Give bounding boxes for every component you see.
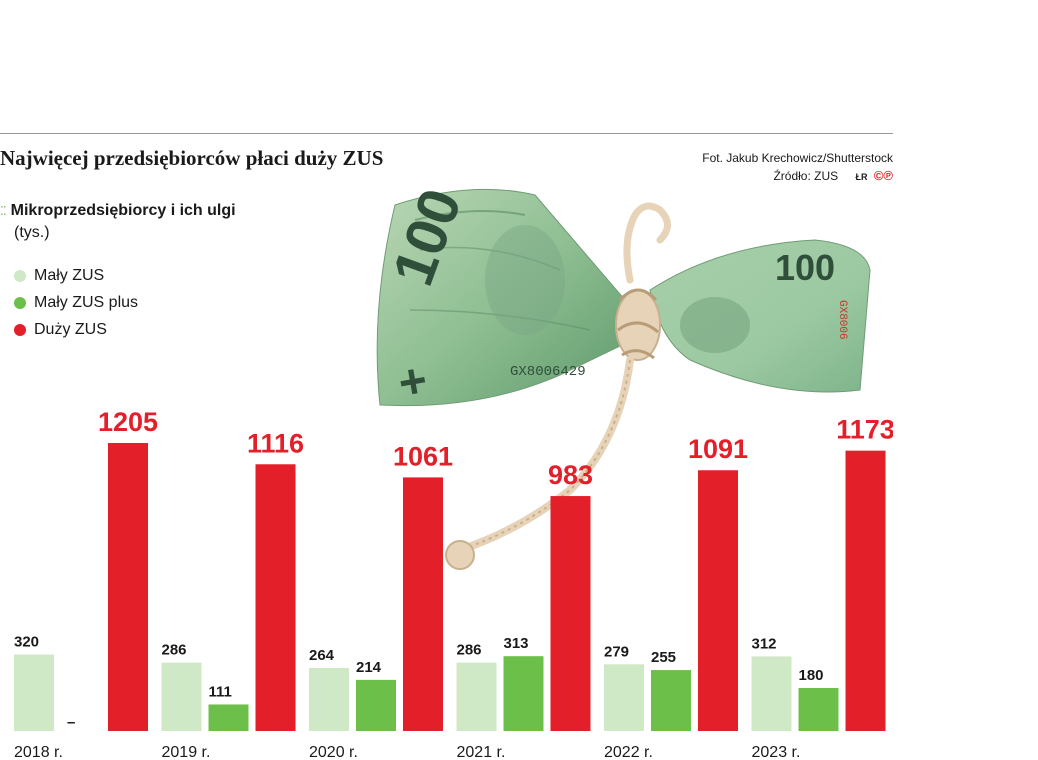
top-rule: [0, 133, 893, 134]
svg-text:GX8006429: GX8006429: [510, 364, 586, 380]
bar-maly-zus-plus-5: [798, 687, 839, 731]
subheading-marker-icon: ⁚⁚: [0, 204, 7, 218]
x-tick-label-2: 2020 r.: [309, 744, 358, 760]
value-label-maly-zus-plus-3: 313: [504, 635, 529, 652]
value-label-maly-zus-5: 312: [752, 635, 777, 652]
chart-title: Najwięcej przedsiębiorców płaci duży ZUS: [0, 146, 384, 170]
bar-duzy-zus-2: [403, 477, 443, 731]
value-label-duzy-zus-4: 1091: [688, 434, 748, 464]
publisher-logo: ŁR: [855, 172, 868, 182]
bar-maly-zus-plus-1: [208, 704, 249, 731]
copyright-icon: ©℗: [873, 168, 893, 183]
legend-item-maly-zus-plus: Mały ZUS plus: [14, 289, 138, 316]
x-tick-label-1: 2019 r.: [162, 744, 211, 760]
value-label-duzy-zus-0: 1205: [98, 407, 158, 437]
legend-dot-maly-zus-plus: [14, 296, 26, 309]
value-label-maly-zus-plus-5: 180: [799, 667, 824, 684]
x-tick-label-3: 2021 r.: [457, 744, 506, 760]
legend-dot-duzy-zus: [14, 323, 26, 336]
value-label-maly-zus-0: 320: [14, 634, 39, 651]
bar-maly-zus-5: [751, 656, 792, 731]
value-label-maly-zus-plus-4: 255: [651, 649, 676, 666]
legend-item-maly-zus: Mały ZUS: [14, 262, 138, 289]
legend: Mały ZUS Mały ZUS plus Duży ZUS: [14, 262, 138, 343]
missing-value-maly-zus-plus-0: –: [67, 714, 75, 731]
bar-duzy-zus-0: [108, 443, 148, 731]
banknote-illustration: 100 + GX8006429 100 GX8006: [376, 180, 871, 570]
legend-label-duzy-zus: Duży ZUS: [34, 320, 107, 338]
svg-text:GX8006: GX8006: [836, 300, 848, 340]
source-text: Źródło: ZUS: [773, 169, 839, 183]
bar-maly-zus-0: [14, 654, 54, 731]
bar-maly-zus-plus-2: [356, 679, 396, 731]
value-label-maly-zus-4: 279: [604, 643, 629, 660]
x-tick-label-4: 2022 r.: [604, 744, 653, 760]
credits: Fot. Jakub Krechowicz/Shutterstock Źródł…: [702, 150, 893, 186]
value-label-maly-zus-2: 264: [309, 647, 335, 664]
bar-maly-zus-plus-4: [651, 670, 691, 731]
bar-maly-zus-3: [456, 662, 497, 731]
svg-text:100: 100: [775, 247, 835, 288]
subheading: ⁚⁚ Mikroprzedsiębiorcy i ich ulgi (tys.): [0, 200, 236, 244]
value-label-duzy-zus-1: 1116: [247, 428, 304, 458]
subheading-unit: (tys.): [14, 224, 50, 241]
subheading-main: Mikroprzedsiębiorcy i ich ulgi: [10, 202, 236, 219]
value-label-duzy-zus-2: 1061: [393, 441, 453, 471]
legend-dot-maly-zus: [14, 269, 26, 282]
bar-maly-zus-2: [309, 667, 349, 731]
bar-duzy-zus-3: [550, 496, 591, 731]
bar-duzy-zus-1: [255, 464, 296, 731]
legend-item-duzy-zus: Duży ZUS: [14, 316, 138, 343]
value-label-maly-zus-3: 286: [457, 642, 482, 659]
value-label-maly-zus-plus-2: 214: [356, 659, 382, 676]
bar-maly-zus-4: [604, 664, 644, 731]
x-tick-label-5: 2023 r.: [752, 744, 801, 760]
value-label-duzy-zus-3: 983: [548, 460, 593, 490]
bar-maly-zus-plus-3: [503, 656, 544, 731]
bar-chart: 320 – 1205 2018 r. 286 111 1116 2019 r. 264 214 10…: [14, 407, 893, 760]
bar-maly-zus-1: [161, 662, 202, 731]
bar-duzy-zus-4: [698, 470, 738, 731]
source-line: Źródło: ZUS ŁR ©℗: [702, 167, 893, 186]
photo-credit: Fot. Jakub Krechowicz/Shutterstock: [702, 151, 893, 165]
value-label-maly-zus-1: 286: [162, 642, 187, 659]
legend-label-maly-zus: Mały ZUS: [34, 266, 105, 284]
x-tick-label-0: 2018 r.: [14, 744, 63, 760]
value-label-maly-zus-plus-1: 111: [209, 683, 232, 700]
legend-label-maly-zus-plus: Mały ZUS plus: [34, 293, 139, 311]
bar-duzy-zus-5: [845, 450, 886, 731]
value-label-duzy-zus-5: 1173: [836, 415, 893, 445]
